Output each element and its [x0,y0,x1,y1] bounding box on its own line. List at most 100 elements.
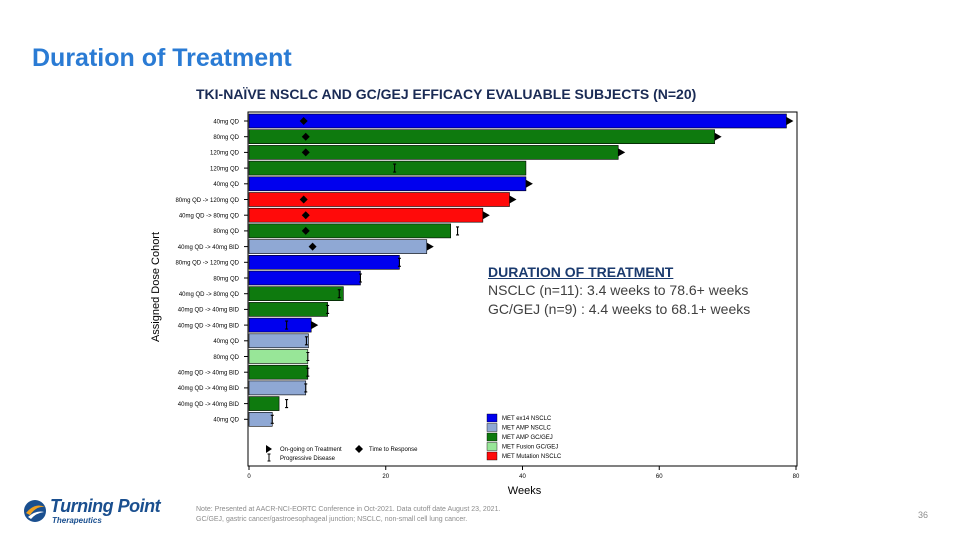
ongoing-marker [786,117,794,125]
y-tick-label: 80mg QD -> 120mg QD [175,261,239,267]
legend-pd-marker [267,453,271,462]
summary-box: DURATION OF TREATMENT NSCLC (n=11): 3.4 … [488,263,750,319]
bar [248,302,328,317]
company-logo: Turning Point Therapeutics [22,496,182,528]
response-marker [301,211,310,220]
ongoing-marker [311,321,319,330]
bar [248,364,309,380]
ongoing-marker [426,242,434,251]
page-number: 36 [917,510,928,520]
summary-gcgej: GC/GEJ (n=9) : 4.4 weeks to 68.1+ weeks [488,301,751,317]
y-tick-label: 40mg QD -> 40mg BID [178,245,240,251]
footnote-line-2: GC/GEJ, gastric cancer/gastroesophageal … [196,516,468,523]
legend-label: MET Fusion GC/GEJ [502,445,558,451]
bar [248,286,344,302]
y-tick-label: 40mg QD -> 40mg BID [178,371,240,377]
bar [248,380,307,396]
legend-label: MET AMP GC/GEJ [502,435,553,441]
y-tick-label: 40mg QD -> 40mg BID [178,386,240,392]
slide-title: Duration of Treatment [32,44,292,72]
legend-label: MET ex14 NSCLC [502,416,552,422]
y-tick-label: 40mg QD -> 80mg QD [179,292,240,298]
bar [248,160,527,176]
response-marker [301,226,310,235]
legend-response-marker [355,445,363,453]
bar [248,207,484,223]
legend-ongoing-marker [266,445,272,453]
ongoing-marker [618,148,626,157]
pd-marker [285,399,289,409]
y-tick-label: 120mg QD [210,166,240,172]
pd-marker [270,414,274,424]
y-tick-label: 80mg QD [213,276,239,282]
bar [248,113,787,129]
bar [248,396,280,411]
chart-title: TKI-NAÏVE NSCLC AND GC/GEJ EFFICACY EVAL… [196,86,697,102]
y-tick-label: 40mg QD [213,339,239,345]
summary-nsclc: NSCLC (n=11): 3.4 weeks to 78.6+ weeks [488,282,749,298]
bar [248,333,309,349]
y-tick-label: 80mg QD -> 120mg QD [175,198,239,204]
legend-label: MET Mutation NSCLC [502,454,562,460]
y-tick-label: 80mg QD [213,355,239,361]
logo-sub: Therapeutics [52,516,102,525]
legend-swatch [486,442,498,451]
pd-marker [326,304,330,314]
logo-name: Turning Point [50,496,161,516]
x-axis-label: Weeks [508,485,542,497]
y-tick-label: 80mg QD [213,229,239,235]
pd-marker [397,257,401,267]
response-marker [301,132,310,141]
bar [248,411,273,427]
ongoing-marker [509,195,517,204]
x-tick-label: 0 [247,474,251,480]
legend-response-label: Time to Response [369,447,418,453]
pd-marker [306,351,310,362]
footnote-line-1: Note: Presented at AACR-NCI-EORTC Confer… [196,506,501,513]
legend-swatch [486,423,498,432]
x-tick-label: 40 [519,474,526,480]
summary-header: DURATION OF TREATMENT [488,264,674,280]
ongoing-marker [525,179,533,188]
legend-swatch [486,451,498,461]
y-tick-label: 40mg QD [213,119,239,125]
turning-point-logo-icon [24,500,46,522]
bar [248,270,361,286]
bar [248,317,312,333]
pd-marker [456,226,460,236]
footnote: Note: Presented at AACR-NCI-EORTC Confer… [196,505,500,525]
bar [248,223,452,239]
legend-ongoing-label: On-going on Treatment [280,447,342,453]
ongoing-marker [482,211,490,220]
legend-swatch [486,413,498,423]
pd-marker [337,289,341,299]
response-marker [301,148,310,157]
pd-marker [285,320,289,330]
bar [248,176,527,192]
response-marker [308,242,317,251]
y-tick-label: 80mg QD [213,135,239,141]
y-tick-label: 40mg QD -> 40mg BID [178,402,240,408]
pd-marker [306,367,310,377]
pd-marker [304,383,308,393]
pd-marker [393,163,397,173]
y-tick-label: 120mg QD [210,151,240,157]
bar [248,239,428,254]
x-tick-label: 60 [656,474,663,480]
pd-marker [304,336,308,346]
bar [248,129,715,144]
x-tick-label: 20 [382,474,389,480]
y-tick-label: 40mg QD [213,182,239,188]
response-marker [299,195,308,204]
bar [248,255,400,270]
legend-pd-label: Progressive Disease [280,456,336,462]
bar [248,349,309,364]
ongoing-marker [714,132,722,141]
y-tick-label: 40mg QD -> 40mg BID [178,323,240,329]
bar [248,192,510,207]
pd-marker [358,273,362,283]
legend-swatch [486,432,498,442]
x-tick-label: 80 [793,474,800,480]
y-tick-label: 40mg QD [213,418,239,424]
